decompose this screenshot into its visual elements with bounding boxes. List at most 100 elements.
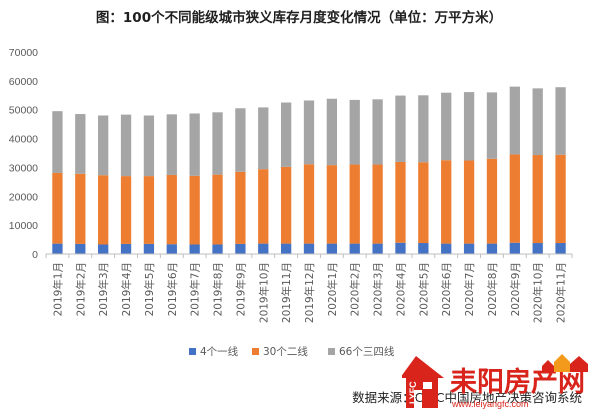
bar-segment-2-10 <box>258 169 269 244</box>
bar-segment-2-9 <box>235 171 246 244</box>
bar-segment-3-20 <box>486 92 498 159</box>
bar-segment-3-12 <box>303 100 315 165</box>
bar-segment-2-8 <box>212 174 223 245</box>
bar-segment-3-5 <box>143 115 155 177</box>
bar-segment-2-15 <box>372 164 383 244</box>
x-tick-label: 2019年3月 <box>97 262 110 316</box>
bar-segment-2-21 <box>509 154 520 243</box>
bar-segment-2-1 <box>52 172 63 244</box>
x-tick-label: 2020年10月 <box>532 262 545 323</box>
bar-segment-1-7 <box>189 244 200 254</box>
bar-segment-3-2 <box>75 114 86 174</box>
bar-segment-2-12 <box>303 164 315 244</box>
bar-segment-2-19 <box>463 160 475 244</box>
y-tick-label: 40000 <box>9 134 38 146</box>
bar-segment-3-23 <box>555 87 566 155</box>
bar-segment-3-4 <box>120 114 132 177</box>
x-tick-label: 2020年2月 <box>349 262 362 316</box>
y-tick-label: 10000 <box>9 220 38 232</box>
bar-segment-1-12 <box>303 243 315 254</box>
bar-segment-1-8 <box>212 244 223 254</box>
bar-segment-3-22 <box>532 88 543 156</box>
bar-segment-1-6 <box>166 244 177 254</box>
legend: 4个一线 30个二线 66个三四线 <box>189 345 395 358</box>
bar-segment-2-13 <box>326 165 338 244</box>
bar-segment-2-3 <box>98 175 109 245</box>
x-tick-label: 2019年5月 <box>143 262 156 316</box>
y-tick-label: 60000 <box>9 76 38 88</box>
small-houses-icon <box>542 354 588 372</box>
bar-segment-1-2 <box>75 243 86 254</box>
legend-swatch-1 <box>189 348 196 355</box>
bar-segment-1-18 <box>441 243 452 254</box>
bar-segment-1-10 <box>258 243 269 254</box>
chart-title: 图：100个不同能级城市狭义库存月度变化情况（单位：万平方米） <box>95 10 503 26</box>
bar-segment-1-22 <box>532 243 543 254</box>
bar-segment-3-14 <box>349 99 360 165</box>
bar-segment-3-8 <box>212 112 223 175</box>
x-tick-label: 2019年7月 <box>189 262 202 316</box>
x-tick-label: 2019年12月 <box>303 262 316 323</box>
x-tick-label: 2019年4月 <box>120 262 133 316</box>
x-tick-label: 2019年1月 <box>51 262 64 316</box>
bar-segment-2-18 <box>441 160 452 244</box>
bar-segment-2-16 <box>395 161 406 243</box>
bar-segment-1-21 <box>509 242 520 254</box>
bar-segment-3-15 <box>372 99 383 165</box>
y-tick-label: 30000 <box>9 162 38 174</box>
bar-segment-1-3 <box>98 244 109 254</box>
bars <box>52 86 566 254</box>
bar-segment-3-7 <box>189 113 200 176</box>
x-tick-label: 2020年11月 <box>555 262 568 323</box>
y-axis: 0 10000 20000 30000 40000 50000 60000 70000 <box>9 47 38 261</box>
x-tick-label: 2019年2月 <box>74 262 87 316</box>
bar-segment-1-13 <box>326 243 338 254</box>
bar-segment-2-14 <box>349 164 360 244</box>
house-logo-icon <box>402 356 444 408</box>
x-tick-label: 2020年7月 <box>463 262 476 316</box>
legend-label-3: 66个三四线 <box>339 345 395 358</box>
watermark-url: www.leiyangfc.com <box>451 399 529 409</box>
x-tick-label: 2020年9月 <box>509 262 522 316</box>
bar-segment-3-1 <box>52 111 63 173</box>
y-tick-label: 50000 <box>9 105 38 117</box>
bar-segment-2-23 <box>555 154 566 244</box>
x-tick-label: 2019年6月 <box>166 262 179 316</box>
x-tick-label: 2020年8月 <box>486 262 499 316</box>
bar-segment-2-4 <box>120 176 132 244</box>
watermark-latin: LYFC <box>408 381 418 404</box>
bar-segment-3-13 <box>326 98 338 166</box>
bar-segment-2-5 <box>143 176 155 244</box>
bar-segment-3-21 <box>509 86 520 155</box>
bar-segment-1-5 <box>143 243 155 254</box>
bar-segment-2-17 <box>418 162 429 244</box>
bar-segment-3-16 <box>395 95 406 162</box>
x-tick-label: 2019年11月 <box>280 262 293 323</box>
x-tick-label: 2020年5月 <box>417 262 430 316</box>
watermark-logo: LYFC 耒阳房产网 www.leiyangfc.com <box>402 354 588 409</box>
bar-segment-1-11 <box>280 243 292 254</box>
bar-segment-1-23 <box>555 243 566 254</box>
legend-label-2: 30个二线 <box>263 345 308 358</box>
bar-segment-1-20 <box>486 243 498 254</box>
bar-segment-1-19 <box>463 243 475 254</box>
bar-segment-3-10 <box>258 107 269 170</box>
bar-segment-1-4 <box>120 243 132 254</box>
watermark-brand: 耒阳房产网 <box>450 367 585 398</box>
bar-segment-2-11 <box>280 166 292 244</box>
bar-segment-2-6 <box>166 174 177 245</box>
y-tick-label: 20000 <box>9 191 38 203</box>
legend-swatch-2 <box>252 348 259 355</box>
bar-segment-2-2 <box>75 173 86 244</box>
bar-segment-3-18 <box>441 92 452 161</box>
bar-segment-1-1 <box>52 243 63 254</box>
x-tick-label: 2020年3月 <box>372 262 385 316</box>
bar-segment-3-17 <box>418 95 429 163</box>
bar-segment-1-14 <box>349 243 360 254</box>
bar-segment-1-16 <box>395 242 406 254</box>
bar-segment-3-3 <box>98 115 109 176</box>
bar-segment-3-19 <box>463 92 475 161</box>
x-tick-label: 2019年8月 <box>212 262 225 316</box>
x-tick-label: 2019年10月 <box>257 262 270 323</box>
